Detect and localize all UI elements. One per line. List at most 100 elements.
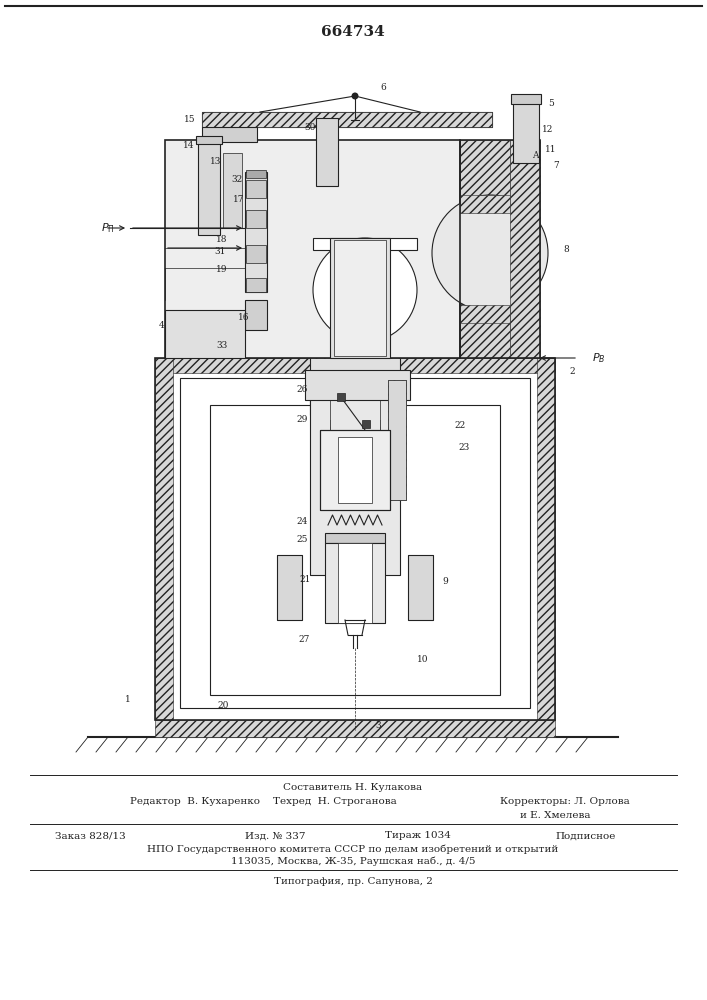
Text: 33: 33: [216, 340, 228, 350]
Bar: [325, 543, 340, 623]
Bar: [155, 358, 555, 720]
Bar: [388, 380, 406, 500]
Text: 21: 21: [299, 576, 310, 584]
Bar: [155, 358, 173, 720]
Bar: [198, 140, 220, 235]
Text: 113035, Москва, Ж-35, Раушская наб., д. 4/5: 113035, Москва, Ж-35, Раушская наб., д. …: [230, 856, 475, 866]
Bar: [370, 543, 385, 623]
Text: $P_{\Pi}$: $P_{\Pi}$: [101, 221, 115, 235]
Bar: [313, 238, 417, 250]
Bar: [382, 375, 400, 575]
Circle shape: [432, 195, 548, 311]
Bar: [277, 555, 302, 620]
Bar: [330, 238, 390, 358]
Bar: [245, 172, 267, 292]
Bar: [246, 180, 266, 198]
Bar: [338, 543, 372, 623]
Bar: [408, 555, 433, 620]
Bar: [372, 430, 390, 510]
Bar: [460, 195, 510, 213]
Bar: [165, 140, 460, 158]
Bar: [180, 378, 530, 708]
Text: Изд. № 337: Изд. № 337: [245, 832, 305, 840]
Text: 2: 2: [569, 367, 575, 376]
Text: A: A: [532, 150, 538, 159]
Bar: [165, 340, 460, 358]
Bar: [223, 153, 242, 228]
Bar: [305, 370, 325, 400]
Text: Составитель Н. Кулакова: Составитель Н. Кулакова: [284, 784, 423, 792]
Text: и Е. Хмелева: и Е. Хмелева: [520, 810, 590, 820]
Text: 4: 4: [159, 320, 165, 330]
Text: Тираж 1034: Тираж 1034: [385, 832, 451, 840]
Bar: [338, 437, 372, 503]
Text: 26: 26: [296, 385, 308, 394]
Bar: [408, 555, 433, 620]
Bar: [155, 720, 555, 737]
Bar: [513, 98, 539, 163]
Text: 7: 7: [553, 161, 559, 170]
Bar: [200, 142, 218, 232]
Bar: [202, 112, 492, 127]
Bar: [202, 127, 257, 142]
Bar: [320, 430, 390, 510]
Bar: [537, 358, 555, 720]
Text: 20: 20: [217, 702, 228, 710]
Bar: [196, 136, 222, 144]
Text: $P_{B}$: $P_{B}$: [592, 351, 606, 365]
Text: 32: 32: [231, 176, 243, 184]
Bar: [277, 555, 302, 620]
Bar: [245, 300, 267, 330]
Bar: [330, 238, 344, 358]
Bar: [460, 140, 510, 358]
Text: 8: 8: [563, 245, 569, 254]
Text: Заказ 828/13: Заказ 828/13: [55, 832, 126, 840]
Circle shape: [313, 238, 417, 342]
Bar: [225, 155, 240, 225]
Bar: [175, 338, 225, 352]
Bar: [165, 310, 245, 328]
Bar: [330, 380, 380, 432]
Bar: [210, 405, 500, 695]
Text: Типография, пр. Сапунова, 2: Типография, пр. Сапунова, 2: [274, 876, 433, 886]
Text: 17: 17: [233, 196, 245, 205]
Bar: [246, 170, 266, 178]
Text: 22: 22: [455, 420, 466, 430]
Bar: [165, 310, 245, 358]
Text: 664734: 664734: [321, 25, 385, 39]
Text: 11: 11: [545, 145, 556, 154]
Text: 15: 15: [185, 115, 196, 124]
Bar: [165, 140, 200, 358]
Text: 25: 25: [296, 536, 308, 544]
Bar: [310, 355, 400, 415]
Bar: [320, 430, 390, 510]
Bar: [165, 140, 460, 358]
Text: Редактор  В. Кухаренко: Редактор В. Кухаренко: [130, 798, 260, 806]
Bar: [246, 278, 266, 292]
Bar: [376, 238, 390, 358]
Bar: [246, 210, 266, 228]
Bar: [305, 370, 410, 400]
Text: 3: 3: [375, 722, 381, 730]
Text: НПО Государственного комитета СССР по делам изобретений и открытий: НПО Государственного комитета СССР по де…: [147, 844, 559, 854]
Text: 9: 9: [442, 578, 448, 586]
Bar: [310, 375, 400, 575]
Bar: [325, 533, 385, 543]
Bar: [310, 355, 328, 415]
Text: 23: 23: [458, 444, 469, 452]
Bar: [246, 245, 266, 263]
Bar: [318, 120, 336, 185]
Text: 1: 1: [125, 696, 131, 704]
Bar: [385, 370, 405, 400]
Bar: [202, 112, 492, 127]
Text: 12: 12: [542, 125, 554, 134]
Text: 5: 5: [548, 99, 554, 107]
Bar: [334, 240, 386, 356]
Bar: [510, 140, 540, 358]
Bar: [165, 340, 245, 358]
Text: 10: 10: [417, 656, 428, 664]
Bar: [460, 140, 540, 358]
Text: 16: 16: [238, 314, 250, 322]
Text: Техред  Н. Строганова: Техред Н. Строганова: [273, 798, 397, 806]
Text: 13: 13: [210, 157, 222, 166]
